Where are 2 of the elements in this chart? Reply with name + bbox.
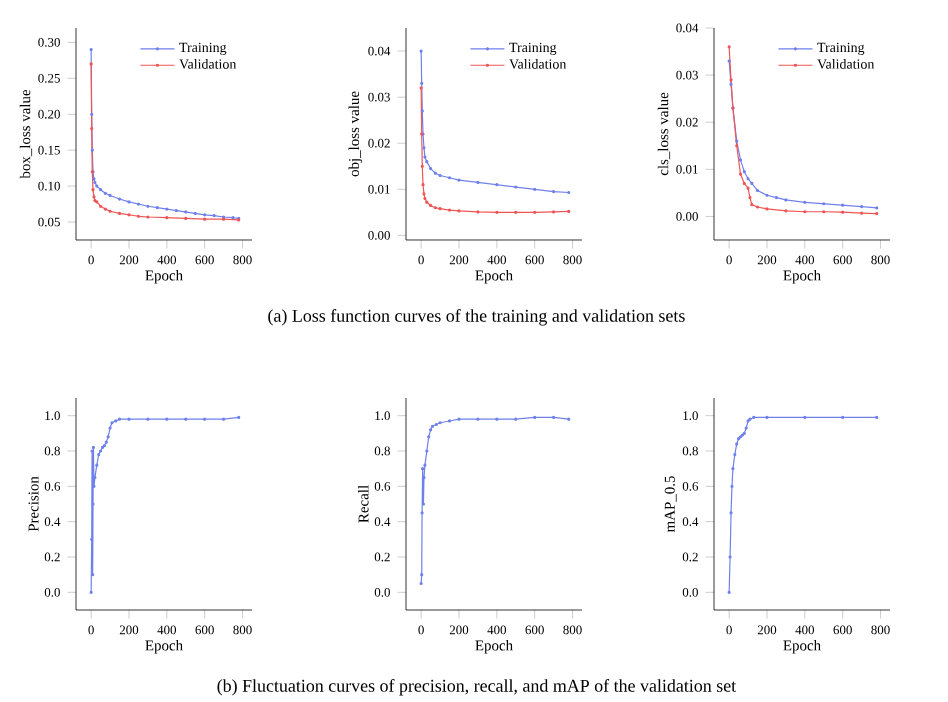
text: (b) Fluctuation curves of precision, recall, and mAP of the validation set (217, 679, 737, 696)
text: (a) Loss function curves of the training and validation sets (268, 309, 685, 326)
